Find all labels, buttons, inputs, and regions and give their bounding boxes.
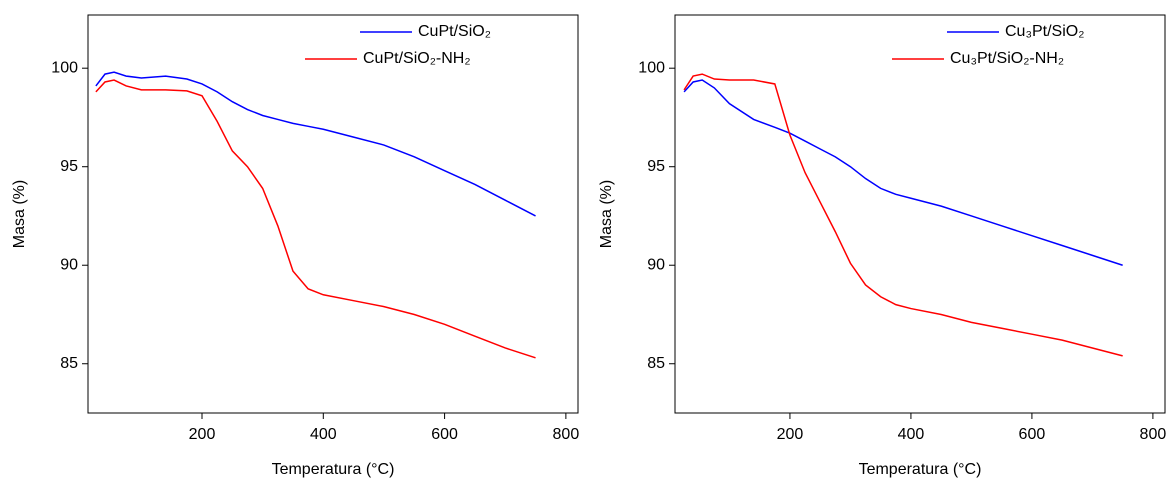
data-line [95, 79, 536, 359]
x-tick-label: 200 [189, 426, 216, 443]
x-tick-label: 800 [553, 426, 580, 443]
x-tick-label: 800 [1140, 426, 1167, 443]
x-tick-label: 600 [431, 426, 458, 443]
y-tick-label: 90 [60, 256, 78, 273]
x-axis-label: Temperatura (°C) [859, 461, 982, 478]
y-tick-label: 85 [60, 355, 78, 372]
y-tick-label: 95 [60, 158, 78, 175]
data-line [683, 73, 1123, 357]
y-axis-label: Masa (%) [11, 180, 28, 248]
x-tick-label: 400 [310, 426, 337, 443]
x-tick-label: 200 [777, 426, 804, 443]
y-tick-label: 85 [647, 355, 665, 372]
y-tick-label: 100 [638, 59, 665, 76]
data-line [683, 79, 1123, 266]
y-tick-label: 95 [647, 158, 665, 175]
y-axis-label: Masa (%) [598, 180, 615, 248]
x-axis-label: Temperatura (°C) [272, 461, 395, 478]
plot-frame [87, 14, 579, 414]
y-tick-label: 90 [647, 256, 665, 273]
legend-label: CuPt/SiO₂-NH₂ [363, 50, 471, 67]
legend-label: Cu₃Pt/SiO₂ [1005, 23, 1084, 40]
legend-label: Cu₃Pt/SiO₂-NH₂ [950, 50, 1064, 67]
x-tick-label: 400 [898, 426, 925, 443]
x-tick-label: 600 [1019, 426, 1046, 443]
legend-label: CuPt/SiO₂ [418, 23, 491, 40]
plot-frame [674, 14, 1166, 414]
y-tick-label: 100 [51, 59, 78, 76]
data-line [95, 71, 536, 217]
